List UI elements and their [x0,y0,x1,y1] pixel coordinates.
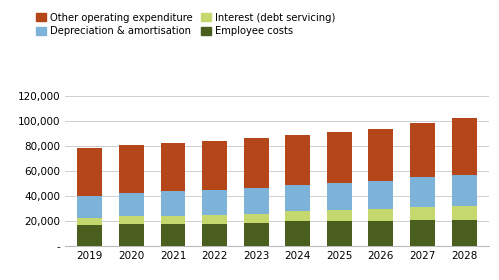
Bar [244,138,268,188]
Bar [285,221,310,246]
Bar [285,185,310,211]
Bar [161,224,186,246]
Bar [410,207,435,220]
Bar [202,224,227,246]
Bar [452,175,477,206]
Bar [327,183,352,210]
Bar [452,220,477,246]
Bar [410,123,435,177]
Bar [410,220,435,246]
Bar [244,214,268,223]
Bar [244,223,268,246]
Bar [119,144,144,193]
Bar [77,148,102,196]
Bar [202,141,227,190]
Bar [368,181,393,209]
Bar [327,210,352,221]
Legend: Other operating expenditure, Depreciation & amortisation, Interest (debt servici: Other operating expenditure, Depreciatio… [36,13,335,36]
Bar [77,218,102,225]
Bar [285,135,310,185]
Bar [327,132,352,183]
Bar [161,143,186,191]
Bar [161,216,186,224]
Bar [452,206,477,220]
Bar [202,215,227,224]
Bar [327,221,352,246]
Bar [368,129,393,181]
Bar [77,196,102,218]
Bar [161,191,186,216]
Bar [119,216,144,224]
Bar [119,224,144,246]
Bar [244,188,268,214]
Bar [368,221,393,246]
Bar [452,118,477,175]
Bar [285,211,310,221]
Bar [77,225,102,246]
Bar [368,209,393,221]
Bar [119,193,144,216]
Bar [202,190,227,215]
Bar [410,177,435,207]
